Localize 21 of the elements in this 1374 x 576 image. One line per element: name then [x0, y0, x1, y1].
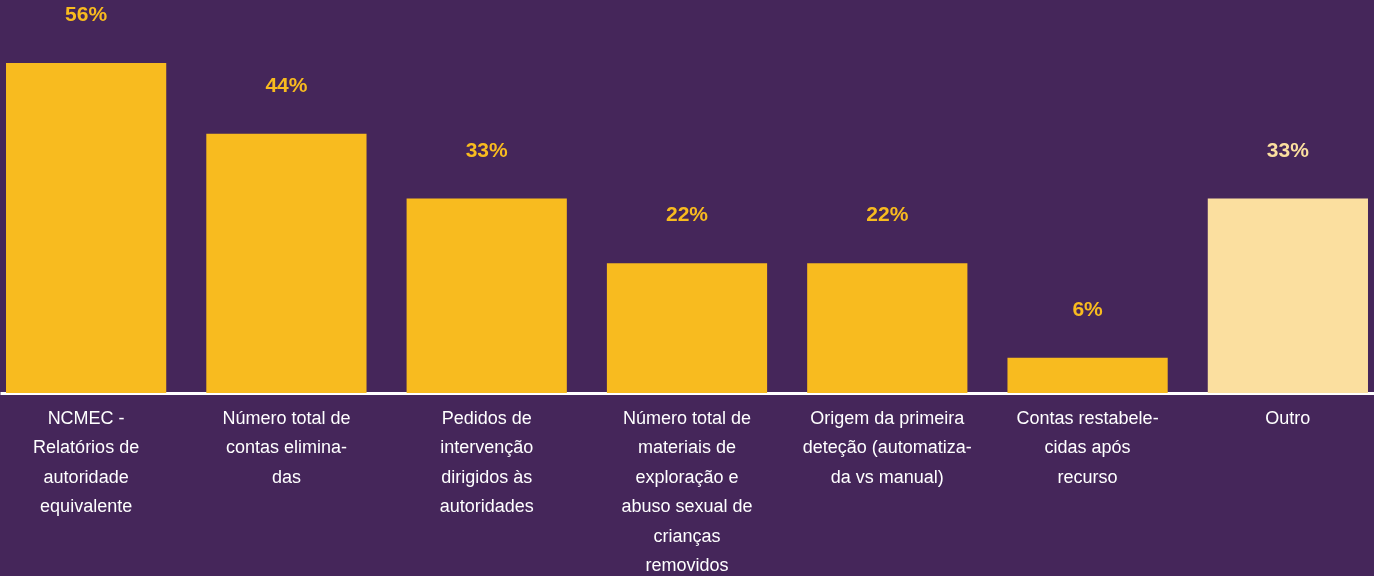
- bar: [6, 63, 167, 393]
- x-tick-label: Pedidos de intervenção dirigidos às autoridades: [439, 407, 534, 516]
- x-tick-label: Número total de materiais de exploração e abuso sexual de crianças removidos: [621, 407, 753, 575]
- x-tick-label: NCMEC - Relatórios de autoridade equivalente: [33, 407, 140, 516]
- bar: [807, 263, 968, 393]
- data-label: 44%: [265, 72, 308, 96]
- bar: [1007, 357, 1168, 393]
- data-label: 56%: [65, 2, 108, 25]
- bar: [406, 198, 567, 393]
- x-tick-label: Outro: [1265, 407, 1311, 428]
- data-label: 33%: [465, 137, 509, 161]
- bar: [206, 133, 367, 393]
- data-label: 22%: [866, 202, 909, 226]
- bar: [606, 263, 768, 393]
- bar: [1207, 198, 1368, 393]
- data-label: 6%: [1072, 296, 1104, 320]
- x-tick-label: Número total de contas elimina- das: [222, 407, 351, 487]
- data-label: 33%: [1266, 137, 1310, 161]
- x-tick-label: Contas restabele- cidas após recurso: [1016, 407, 1159, 487]
- data-label: 22%: [665, 202, 709, 226]
- x-tick-label: Origem da primeira deteção (automatiza- da vs manual): [802, 407, 972, 487]
